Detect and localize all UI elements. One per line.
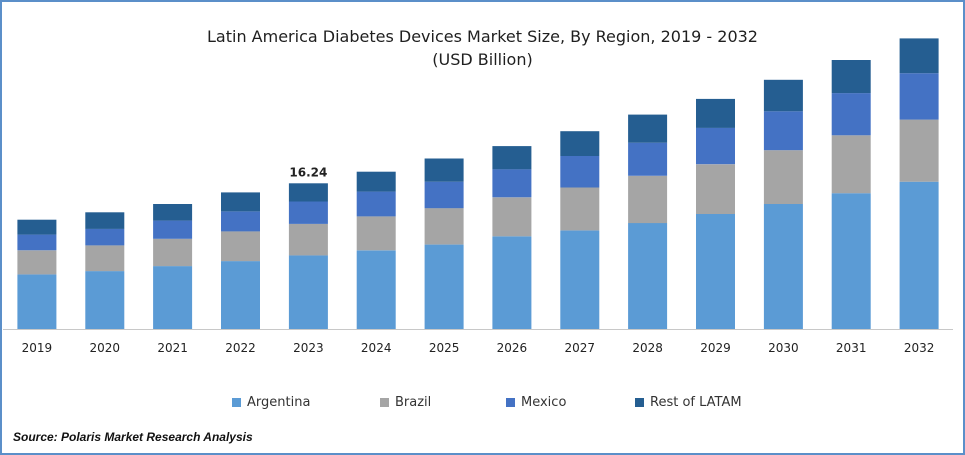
x-tick-label: 2024 (361, 341, 392, 355)
bar-2021-rest-of-latam (153, 204, 193, 221)
bar-2026-brazil (492, 197, 532, 237)
bar-2019-mexico (17, 234, 57, 251)
bar-2029-mexico (696, 127, 735, 165)
bar-2030-brazil (763, 150, 803, 204)
bar-2029-brazil (696, 164, 735, 214)
bar-2027-brazil (560, 187, 600, 231)
x-tick-label: 2030 (768, 341, 799, 355)
bar-2020-mexico (85, 228, 125, 246)
x-tick-label: 2029 (700, 341, 731, 355)
legend-swatch (232, 398, 241, 407)
bar-2030-argentina (763, 204, 803, 329)
legend-item-argentina: Argentina (232, 395, 310, 410)
legend-label: Argentina (247, 395, 311, 410)
legend-label: Mexico (521, 395, 567, 410)
bar-2020-argentina (85, 271, 125, 329)
legend-swatch (380, 398, 389, 407)
chart-legend: Argentina Brazil Mexico Rest of LATAM (0, 395, 965, 413)
legend-label: Rest of LATAM (650, 395, 742, 410)
chart-subtitle: (USD Billion) (432, 50, 533, 69)
x-tick-label: 2021 (157, 341, 188, 355)
legend-item-rest-of-latam: Rest of LATAM (635, 395, 742, 410)
x-tick-label: 2032 (904, 341, 935, 355)
bar-2028-argentina (628, 223, 668, 329)
x-tick-label: 2019 (22, 341, 53, 355)
bar-2025-brazil (424, 208, 464, 245)
x-tick-label: 2023 (293, 341, 324, 355)
bar-2031-brazil (831, 135, 871, 194)
bar-2020-rest-of-latam (85, 212, 125, 229)
bar-2023-mexico (288, 201, 328, 224)
legend-item-brazil: Brazil (380, 395, 431, 410)
bar-2032-brazil (899, 119, 939, 182)
x-tick-label: 2025 (429, 341, 460, 355)
bar-2028-mexico (628, 142, 668, 176)
bar-2024-brazil (356, 216, 396, 251)
chart-title: Latin America Diabetes Devices Market Si… (207, 27, 758, 46)
bar-2022-brazil (221, 231, 260, 262)
data-label-2023: 16.24 (289, 165, 327, 179)
bar-2029-rest-of-latam (696, 98, 735, 128)
legend-item-mexico: Mexico (506, 395, 566, 410)
legend-label: Brazil (395, 395, 432, 410)
bar-2030-mexico (763, 111, 803, 151)
bar-2025-mexico (424, 181, 464, 209)
bar-2021-argentina (153, 266, 193, 329)
x-tick-label: 2031 (836, 341, 867, 355)
legend-swatch (635, 398, 644, 407)
bar-2028-rest-of-latam (628, 114, 668, 143)
bar-2027-rest-of-latam (560, 131, 600, 156)
bar-2030-rest-of-latam (763, 79, 803, 112)
bar-2024-argentina (356, 250, 396, 329)
bar-2032-argentina (899, 181, 939, 329)
bar-2019-brazil (17, 250, 57, 275)
bar-2032-rest-of-latam (899, 38, 939, 74)
x-tick-label: 2020 (90, 341, 121, 355)
bar-2024-rest-of-latam (356, 171, 396, 192)
bar-2032-mexico (899, 73, 939, 120)
bar-2022-mexico (221, 211, 260, 232)
x-tick-label: 2022 (225, 341, 256, 355)
bar-2023-rest-of-latam (288, 183, 328, 202)
bar-2031-argentina (831, 193, 871, 329)
bar-2021-brazil (153, 238, 193, 267)
bar-2019-argentina (17, 274, 57, 329)
bar-2022-rest-of-latam (221, 192, 260, 212)
bar-2025-rest-of-latam (424, 158, 464, 182)
x-tick-label: 2027 (565, 341, 596, 355)
legend-swatch (506, 398, 515, 407)
bar-2026-rest-of-latam (492, 146, 532, 170)
x-tick-label: 2028 (632, 341, 663, 355)
bar-2027-mexico (560, 156, 600, 188)
bar-2023-brazil (288, 223, 328, 256)
bar-2025-argentina (424, 244, 464, 329)
x-tick-label: 2026 (497, 341, 528, 355)
bar-2026-mexico (492, 169, 532, 198)
bar-2029-argentina (696, 213, 735, 329)
bar-2020-brazil (85, 245, 125, 272)
bar-2031-mexico (831, 93, 871, 136)
bar-2031-rest-of-latam (831, 60, 871, 94)
bar-2027-argentina (560, 230, 600, 329)
bar-2021-mexico (153, 220, 193, 239)
bar-2028-brazil (628, 175, 668, 224)
bar-2022-argentina (221, 261, 260, 329)
bar-2019-rest-of-latam (17, 219, 57, 235)
source-note: Source: Polaris Market Research Analysis (13, 430, 253, 444)
bar-2023-argentina (288, 255, 328, 329)
bar-2024-mexico (356, 191, 396, 217)
bar-2026-argentina (492, 236, 532, 329)
